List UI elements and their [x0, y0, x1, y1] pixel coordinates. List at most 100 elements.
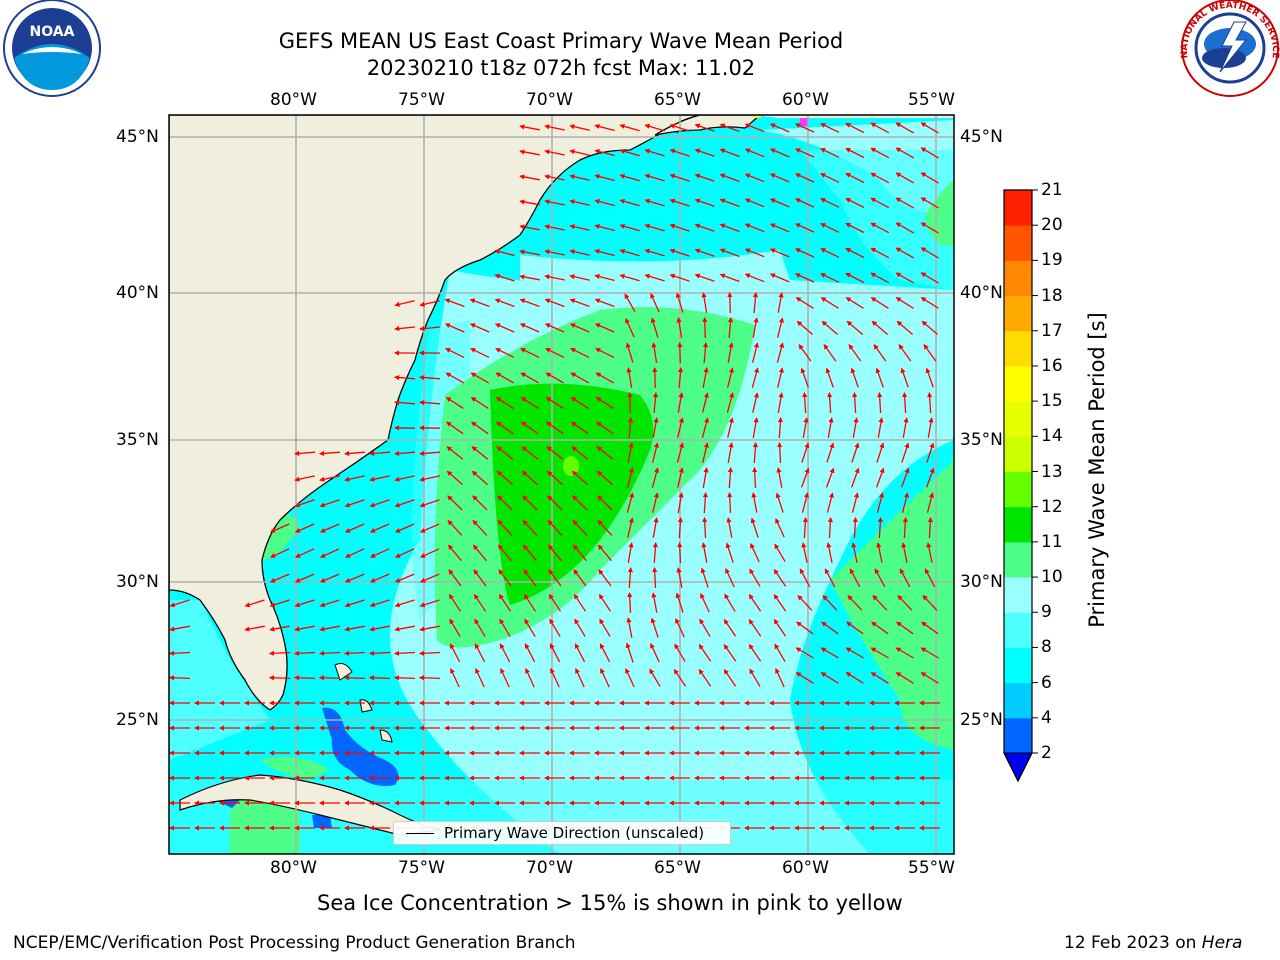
wave-arrow: [499, 618, 511, 637]
wave-arrow: [520, 348, 540, 358]
wave-arrow: [293, 650, 316, 656]
wave-arrow: [669, 123, 690, 132]
wave-arrow: [445, 372, 465, 384]
wave-arrow: [769, 248, 790, 258]
wave-arrow: [825, 367, 834, 388]
wave-arrow: [698, 668, 712, 687]
wave-arrow: [445, 421, 464, 435]
map-area: [169, 115, 954, 854]
wave-arrow: [826, 492, 834, 513]
wave-arrow: [343, 450, 366, 457]
wave-arrow: [920, 197, 939, 209]
wave-arrow: [495, 397, 514, 409]
wave-arrow: [519, 199, 540, 206]
wave-arrow: [727, 417, 734, 438]
colorbar-extend-arrow: [1003, 752, 1033, 783]
wave-arrow: [472, 519, 488, 536]
wave-arrow: [293, 450, 316, 457]
wave-arrow: [896, 621, 914, 635]
wave-arrow: [449, 643, 461, 663]
wave-arrow: [448, 569, 462, 587]
wave-arrow: [548, 593, 562, 612]
wave-arrow: [594, 149, 615, 157]
wave-arrow: [870, 647, 889, 659]
wave-arrow: [902, 391, 908, 414]
wave-arrow: [669, 223, 690, 232]
colorbar-segment: [1004, 401, 1032, 437]
wave-arrow: [825, 467, 835, 488]
colorbar-segment: [1004, 436, 1032, 472]
wave-arrow: [845, 297, 864, 309]
wave-arrow: [344, 599, 365, 608]
colorbar-tick-label: 4: [1041, 707, 1052, 728]
lat-label-right: 40°N: [960, 283, 1003, 303]
wave-arrow: [898, 344, 912, 362]
wave-arrow: [448, 593, 462, 612]
wave-arrow: [777, 441, 783, 464]
wave-arrow: [544, 249, 565, 256]
wave-arrow: [447, 519, 463, 536]
wave-arrow: [769, 148, 790, 158]
wave-arrow: [652, 541, 659, 564]
wave-arrow: [845, 272, 865, 284]
wave-arrow: [550, 667, 560, 688]
wave-arrow: [294, 573, 315, 583]
wave-arrow: [627, 442, 634, 463]
wave-arrow: [920, 247, 939, 259]
wave-arrow: [794, 223, 815, 233]
wave-arrow: [675, 292, 684, 313]
wave-arrow: [723, 668, 737, 687]
wave-arrow: [823, 344, 837, 362]
wave-arrow: [773, 618, 787, 637]
wave-arrow: [368, 675, 391, 681]
wave-arrow: [644, 148, 665, 157]
wave-arrow: [744, 248, 765, 258]
wave-arrow: [268, 650, 291, 656]
wave-arrow: [700, 592, 710, 613]
wave-arrow: [769, 273, 790, 283]
wave-arrow: [673, 668, 687, 687]
wave-arrow: [702, 341, 709, 364]
chart-title: GEFS MEAN US East Coast Primary Wave Mea…: [278, 29, 844, 53]
wave-arrow: [520, 421, 539, 435]
wave-arrow: [870, 122, 890, 134]
wave-arrow: [619, 223, 640, 232]
wave-arrow: [419, 300, 440, 307]
wave-arrow: [544, 274, 565, 281]
wave-arrow: [419, 548, 440, 558]
wave-arrow: [319, 548, 340, 558]
wave-arrow: [851, 442, 860, 463]
wave-arrow: [444, 323, 465, 333]
wave-arrow: [496, 470, 513, 486]
colorbar-tick-label: 17: [1041, 320, 1063, 341]
wave-arrow: [821, 621, 839, 635]
wave-arrow: [820, 148, 840, 158]
wave-arrow: [319, 499, 340, 508]
wave-arrow: [846, 320, 864, 335]
wave-arrow: [573, 569, 587, 587]
wave-arrow: [849, 568, 861, 588]
wave-arrow: [802, 516, 808, 539]
colorbar-tick-label: 15: [1041, 391, 1063, 412]
wave-arrow: [343, 675, 366, 681]
wave-arrow: [777, 292, 784, 313]
wave-arrow: [644, 123, 665, 132]
wave-arrow: [394, 548, 415, 558]
wave-arrow: [545, 397, 564, 409]
colorbar-segment: [1004, 260, 1032, 297]
wave-arrow: [845, 172, 865, 184]
wave-arrow: [393, 399, 416, 406]
wave-arrow: [294, 599, 315, 608]
wave-arrow: [773, 568, 787, 587]
lon-label-top: 60°W: [782, 90, 829, 110]
colorbar: [1003, 189, 1038, 783]
wave-arrow: [794, 198, 815, 208]
wave-arrow: [319, 625, 340, 632]
wave-arrow: [544, 174, 565, 181]
wave-arrow: [824, 568, 836, 588]
lat-label-left: 40°N: [116, 283, 159, 303]
wave-arrow: [870, 222, 890, 234]
wave-arrow: [344, 625, 365, 632]
lon-label-bottom: 75°W: [398, 858, 445, 878]
wave-arrow: [294, 625, 315, 632]
